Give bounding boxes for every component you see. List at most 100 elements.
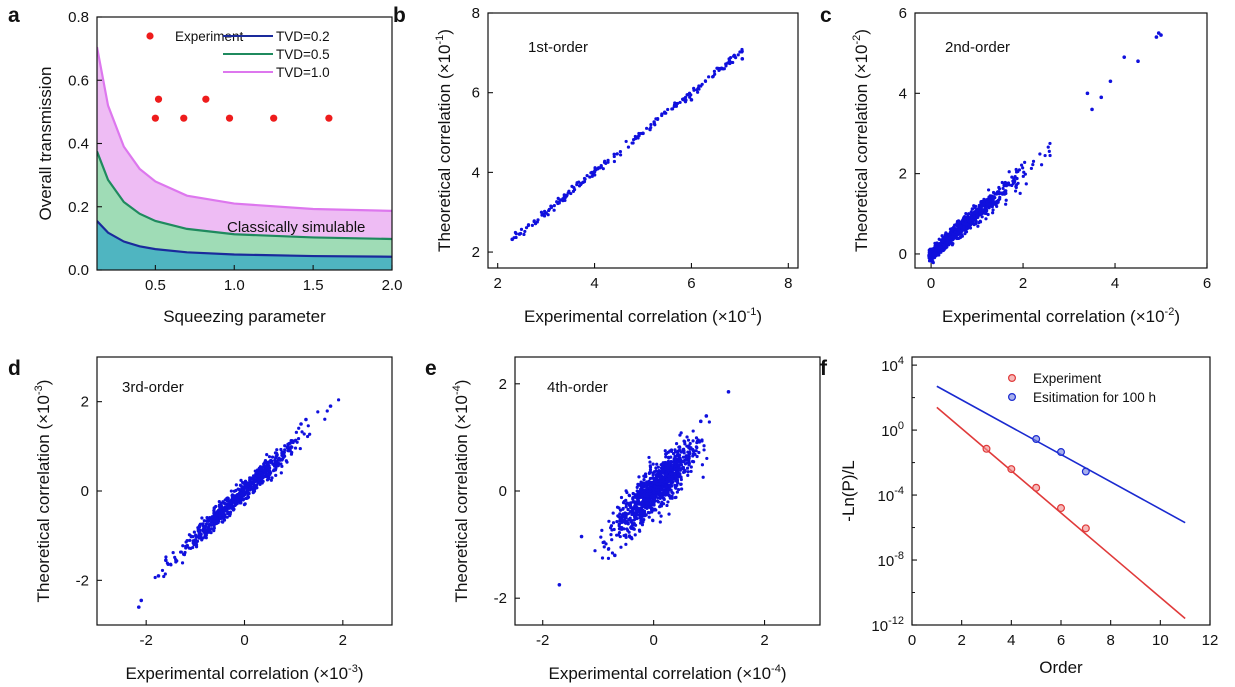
scatter-point: [191, 535, 195, 539]
scatter-point: [954, 227, 958, 231]
scatter-point: [986, 212, 990, 217]
scatter-point: [630, 521, 634, 526]
scatter-point: [615, 533, 619, 537]
scatter-point: [562, 193, 567, 197]
scatter-point: [197, 524, 202, 528]
legend-label: Experiment: [175, 29, 244, 44]
scatter-point: [192, 543, 196, 547]
x-tick-label: 10: [1152, 632, 1169, 649]
scatter-point: [625, 520, 629, 524]
y-tick-label: 2: [81, 394, 89, 411]
x-tick-label: 2: [760, 632, 768, 649]
panel-letter-c: c: [820, 4, 832, 27]
scatter-point: [1038, 152, 1042, 156]
scatter-point: [242, 491, 246, 496]
scatter-point: [225, 504, 230, 508]
scatter-point: [236, 487, 240, 491]
scatter-point: [700, 82, 704, 86]
x-axis-title: Experimental correlation (×10-2): [942, 306, 1180, 326]
scatter-point: [286, 449, 290, 453]
scatter-point: [1014, 185, 1018, 190]
scatter-point: [669, 455, 673, 459]
scatter-point: [683, 462, 688, 466]
scatter-point: [248, 482, 252, 486]
x-axis-title-text: Order: [1039, 658, 1083, 677]
scatter-point: [677, 487, 681, 492]
scatter-point: [620, 520, 624, 524]
scatter-point: [593, 173, 597, 177]
scatter-point: [647, 455, 651, 460]
scatter-point: [997, 190, 1001, 194]
order-label: 3rd-order: [122, 379, 184, 396]
scatter-point: [209, 518, 214, 522]
data-point-0: [1007, 465, 1016, 474]
scatter-point: [617, 527, 622, 531]
legend-label: Experiment: [1033, 371, 1102, 386]
y-axis-title-text: Theoretical correlation (×10: [452, 395, 471, 602]
scatter-point: [279, 471, 283, 475]
scatter-point: [261, 465, 266, 469]
scatter-point: [230, 506, 234, 510]
scatter-point: [308, 432, 312, 436]
scatter-point: [555, 200, 559, 204]
scatter-point: [634, 516, 638, 520]
scatter-point: [658, 476, 662, 480]
scatter-point: [212, 526, 216, 530]
scatter-point: [1048, 141, 1052, 146]
scatter-point: [610, 551, 615, 555]
x-tick-label: 2: [494, 275, 502, 292]
scatter-point: [964, 222, 968, 226]
scatter-point: [259, 473, 263, 478]
scatter-point: [266, 472, 270, 476]
x-tick-label: 2.0: [382, 277, 403, 294]
scatter-point: [589, 171, 593, 175]
scatter-point: [669, 480, 673, 484]
scatter-point: [1099, 95, 1104, 100]
scatter-points: [927, 31, 1163, 265]
scatter-point: [242, 503, 247, 507]
y-tick-label: 0: [81, 483, 89, 500]
scatter-point: [624, 511, 628, 516]
scatter-point: [202, 529, 206, 533]
scatter-point: [950, 243, 954, 247]
scatter-point: [628, 510, 632, 514]
scatter-point: [670, 477, 674, 481]
scatter-point: [663, 493, 668, 497]
scatter-point: [1018, 191, 1022, 195]
scatter-point: [984, 217, 988, 221]
scatter-point: [246, 490, 250, 495]
scatter-point: [222, 508, 226, 513]
scatter-point: [1002, 183, 1006, 188]
scatter-point: [514, 232, 518, 236]
scatter-point: [259, 467, 263, 472]
scatter-point: [611, 521, 616, 525]
scatter-point: [662, 489, 666, 493]
experiment-point: [151, 114, 159, 122]
scatter-point: [686, 473, 690, 477]
x-tick-label: 12: [1202, 632, 1219, 649]
scatter-point: [986, 188, 991, 192]
scatter-point: [1029, 166, 1034, 171]
scatter-point: [666, 500, 670, 504]
scatter-point: [622, 533, 626, 538]
scatter-point: [658, 482, 663, 486]
scatter-point: [629, 506, 633, 510]
scatter-point: [700, 438, 704, 442]
scatter-point: [542, 214, 547, 218]
scatter-point: [258, 481, 263, 485]
scatter-point: [1014, 189, 1018, 193]
scatter-point: [226, 502, 230, 506]
scatter-point: [599, 535, 603, 539]
y-axis-title-text: Theoretical correlation (×10: [34, 395, 53, 602]
panel-letter-e: e: [425, 357, 437, 380]
scatter-point: [275, 453, 279, 457]
scatter-point: [300, 430, 304, 434]
scatter-point: [217, 499, 221, 504]
legend-marker: [1007, 374, 1016, 383]
scatter-point: [621, 507, 625, 511]
scatter-point: [689, 465, 693, 469]
x-axis-title-close: ): [1174, 307, 1180, 326]
experiment-point: [325, 114, 333, 122]
scatter-point: [666, 466, 670, 470]
y-tick-label: 10-4: [878, 485, 904, 505]
